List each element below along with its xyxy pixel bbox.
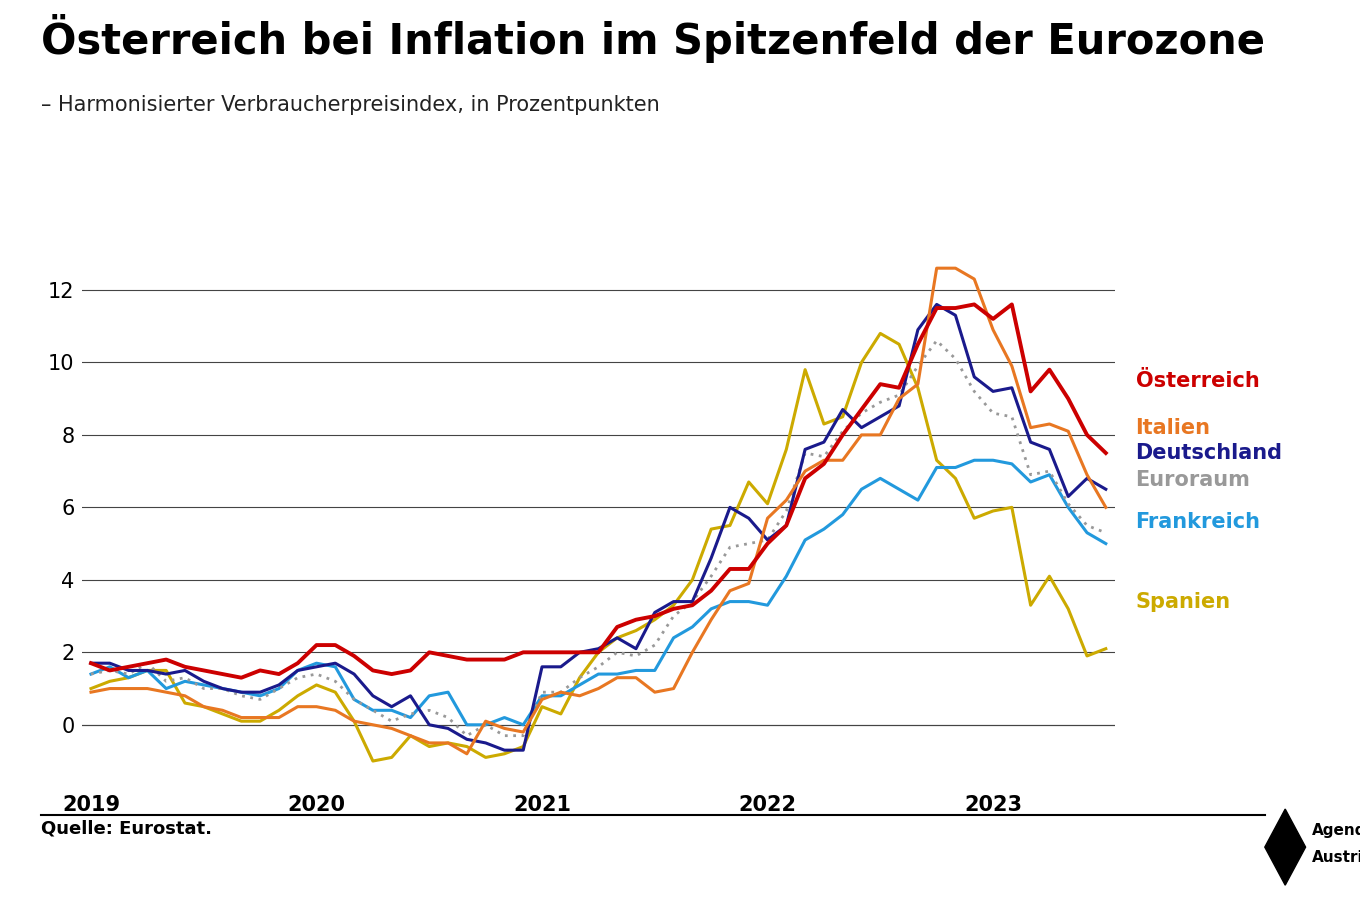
Text: Österreich bei Inflation im Spitzenfeld der Eurozone: Österreich bei Inflation im Spitzenfeld … [41, 14, 1265, 63]
Text: Quelle: Eurostat.: Quelle: Eurostat. [41, 820, 212, 838]
Text: Frankreich: Frankreich [1136, 512, 1261, 532]
Polygon shape [1265, 809, 1306, 885]
Text: Austria: Austria [1312, 851, 1360, 865]
Text: Euroraum: Euroraum [1136, 470, 1250, 490]
Text: Italien: Italien [1136, 418, 1210, 438]
Text: Spanien: Spanien [1136, 592, 1231, 612]
Text: Agenda: Agenda [1312, 824, 1360, 838]
Text: – Harmonisierter Verbraucherpreisindex, in Prozentpunkten: – Harmonisierter Verbraucherpreisindex, … [41, 95, 660, 115]
Text: Deutschland: Deutschland [1136, 443, 1282, 463]
Text: Österreich: Österreich [1136, 371, 1259, 390]
